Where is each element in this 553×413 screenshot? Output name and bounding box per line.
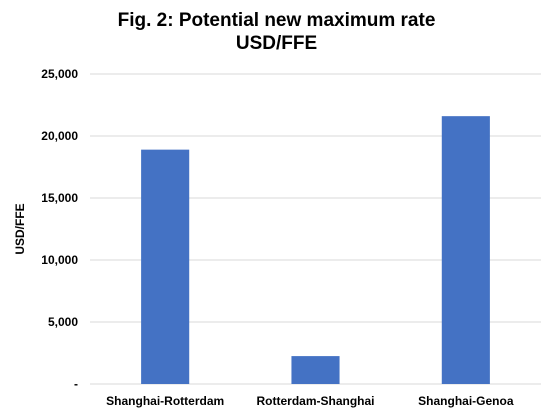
y-tick-label: 10,000 (41, 253, 78, 267)
category-label: Rotterdam-Shanghai (256, 394, 374, 408)
category-label: Shanghai-Rotterdam (106, 394, 224, 408)
bar-rotterdam-shanghai (291, 356, 340, 384)
category-label: Shanghai-Genoa (418, 394, 514, 408)
bar-shanghai-rotterdam (141, 149, 190, 384)
bar-shanghai-genoa (441, 116, 490, 384)
y-tick-label: 25,000 (41, 67, 78, 81)
chart-subtitle: USD/FFE (235, 33, 318, 54)
y-tick-label: 20,000 (41, 129, 78, 143)
y-tick-label: - (74, 377, 78, 391)
y-axis-ticks: - 5,000 10,000 15,000 20,000 25,000 (41, 67, 78, 391)
bars (141, 116, 490, 384)
y-tick-label: 15,000 (41, 191, 78, 205)
chart-title: Fig. 2: Potential new maximum rate (117, 10, 436, 31)
x-axis-categories: Shanghai-Rotterdam Rotterdam-Shanghai Shan… (106, 394, 514, 408)
y-tick-label: 5,000 (48, 315, 78, 329)
y-axis-label: USD/FFE (13, 203, 27, 254)
